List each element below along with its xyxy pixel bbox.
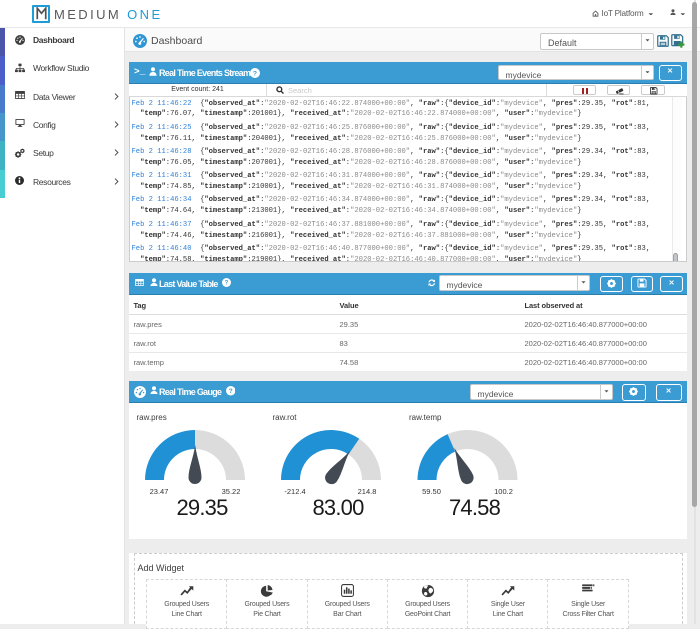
svg-text:?: ? — [229, 388, 233, 395]
svg-text:?: ? — [253, 70, 257, 77]
svg-text:?: ? — [225, 280, 229, 287]
